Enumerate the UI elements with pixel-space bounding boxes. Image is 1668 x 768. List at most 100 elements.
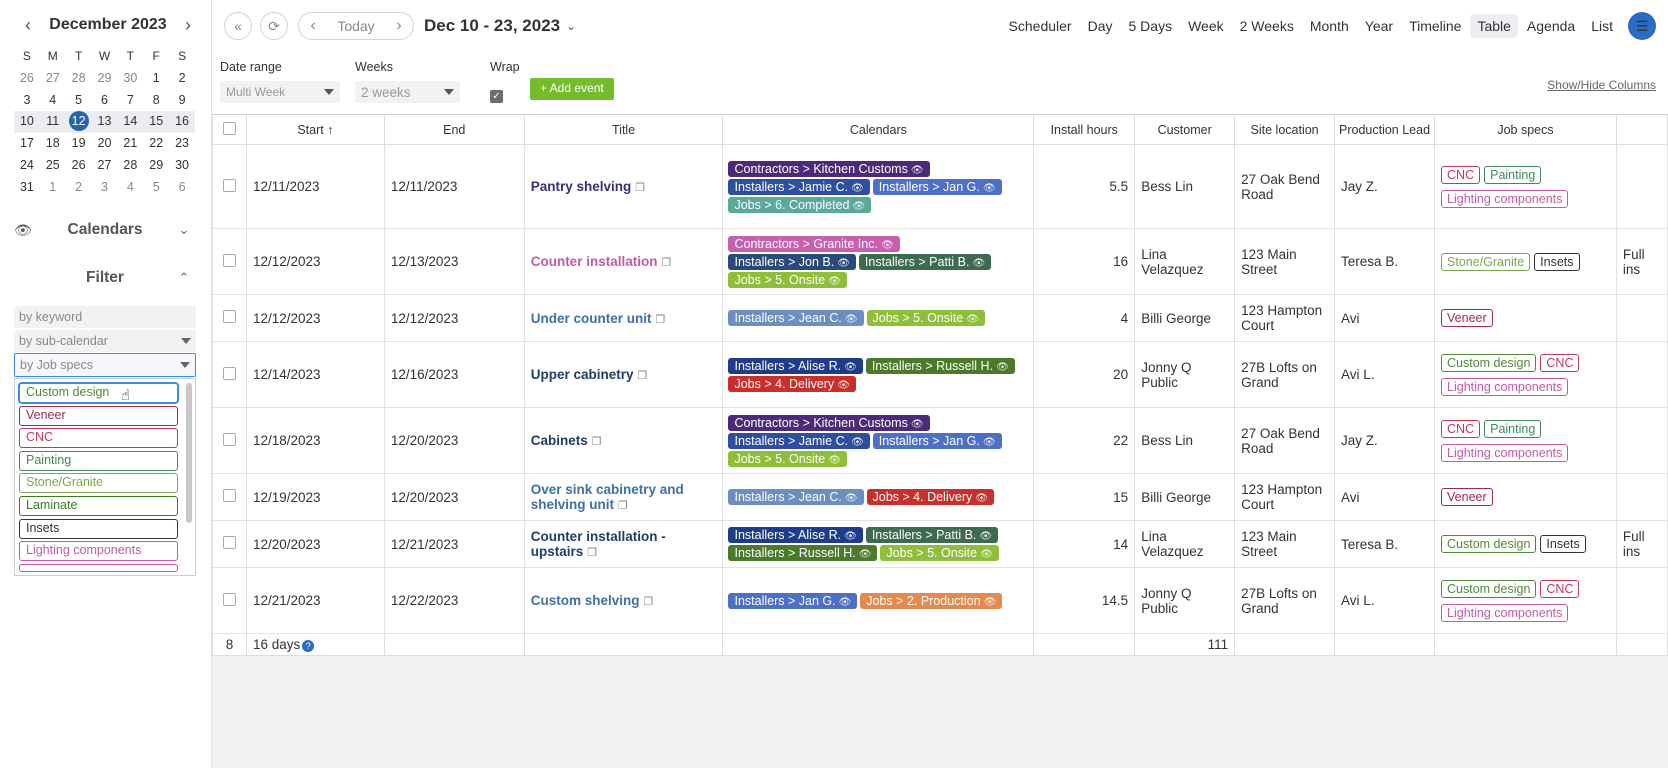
event-title-link[interactable]: Custom shelving	[530, 593, 640, 608]
row-checkbox[interactable]	[222, 592, 236, 606]
jobspec-option[interactable]: Insets	[19, 518, 178, 539]
mini-calendar-day[interactable]: 3	[101, 179, 108, 194]
subcalendar-filter-select[interactable]: by sub-calendar	[14, 330, 196, 352]
mini-calendar-day[interactable]: 16	[169, 111, 195, 134]
calendar-chip[interactable]: Jobs > 6. Completed 👁	[728, 196, 872, 213]
calendar-chip[interactable]: Jobs > 5. Onsite 👁	[728, 271, 847, 288]
select-all-checkbox[interactable]	[222, 121, 236, 135]
table-row[interactable]: 12/19/2023 12/20/2023 Over sink cabinetry …	[212, 473, 1668, 521]
copy-icon[interactable]: ❐	[661, 257, 672, 269]
mini-calendar-day[interactable]: 15	[143, 111, 170, 134]
mini-calendar-day[interactable]: 27	[97, 157, 112, 172]
next-range-button[interactable]: ›	[396, 17, 402, 34]
today-button[interactable]: Today	[337, 18, 375, 34]
menu-button[interactable]: ☰	[1628, 12, 1656, 40]
mini-calendar-day[interactable]: 30	[175, 157, 190, 172]
view-5-days[interactable]: 5 Days	[1128, 18, 1173, 34]
column-header[interactable]: Install hours	[1033, 114, 1136, 145]
mini-calendar-day[interactable]: 25	[45, 157, 60, 172]
mini-calendar-day[interactable]: 24	[19, 157, 34, 172]
view-table[interactable]: Table	[1470, 14, 1518, 38]
calendar-chip[interactable]: Installers > Patti B. 👁	[858, 253, 992, 270]
chevron-down-icon[interactable]: ⌄	[178, 222, 190, 237]
mini-calendar-day[interactable]: 28	[123, 157, 138, 172]
mini-calendar-day[interactable]: 28	[71, 70, 86, 85]
row-checkbox[interactable]	[222, 432, 236, 446]
prev-month-icon[interactable]: ‹	[25, 14, 31, 35]
keyword-filter-input[interactable]: by keyword	[14, 306, 196, 328]
calendar-chip[interactable]: Installers > Jean C. 👁	[728, 310, 864, 326]
calendar-chip[interactable]: Installers > Jean C. 👁	[728, 489, 864, 505]
view-year[interactable]: Year	[1364, 18, 1394, 34]
mini-calendar-day[interactable]: 5	[152, 179, 160, 194]
view-scheduler[interactable]: Scheduler	[1008, 18, 1072, 34]
mini-calendar-day[interactable]: 29	[97, 70, 112, 85]
row-checkbox[interactable]	[222, 178, 236, 192]
event-title-link[interactable]: Over sink cabinetry and shelving unit	[530, 482, 684, 512]
mini-calendar-day[interactable]: 4	[126, 179, 134, 194]
mini-calendar-day[interactable]: 26	[19, 70, 34, 85]
calendar-chip[interactable]: Installers > Alise R. 👁	[728, 527, 863, 543]
row-checkbox[interactable]	[222, 253, 236, 267]
jobspec-option[interactable]: Stone/Granite	[19, 473, 178, 494]
mini-calendar-day[interactable]: 14	[117, 111, 144, 134]
mini-calendar-day[interactable]: 22	[149, 136, 164, 151]
mini-calendar-day[interactable]: 1	[152, 70, 160, 85]
view-day[interactable]: Day	[1087, 18, 1113, 34]
row-checkbox[interactable]	[222, 366, 236, 380]
row-checkbox[interactable]	[222, 310, 236, 323]
mini-calendar-day[interactable]: 6	[178, 179, 186, 194]
collapse-sidebar-button[interactable]: «	[224, 12, 252, 40]
eye-icon[interactable]: 👁	[14, 221, 32, 238]
mini-calendar-day[interactable]: 23	[175, 136, 190, 151]
copy-icon[interactable]: ❐	[643, 596, 654, 608]
mini-calendar-day[interactable]: 21	[123, 136, 138, 151]
mini-calendar-day[interactable]: 13	[91, 111, 118, 134]
mini-calendar-day[interactable]: 7	[126, 92, 134, 107]
jobspec-option-partial[interactable]	[19, 563, 178, 572]
mini-calendar-day[interactable]: 29	[149, 157, 164, 172]
table-row[interactable]: 12/18/2023 12/20/2023 Cabinets ❐ Contractors…	[212, 407, 1668, 474]
column-header[interactable]: Start ↑	[245, 114, 385, 145]
calendar-chip[interactable]: Installers > Russell H. 👁	[865, 357, 1015, 374]
calendar-chip[interactable]: Jobs > 4. Delivery 👁	[728, 375, 856, 392]
calendar-chip[interactable]: Installers > Jon B. 👁	[728, 253, 856, 270]
column-header[interactable]: Site location	[1234, 114, 1336, 145]
calendar-chip[interactable]: Jobs > 5. Onsite 👁	[728, 450, 847, 467]
calendar-chip[interactable]: Installers > Patti B. 👁	[865, 527, 999, 543]
column-header[interactable]: Title	[523, 114, 724, 145]
row-checkbox[interactable]	[222, 489, 236, 502]
copy-icon[interactable]: ❐	[635, 182, 646, 194]
row-checkbox[interactable]	[222, 536, 236, 549]
view-month[interactable]: Month	[1309, 18, 1349, 34]
calendar-chip[interactable]: Installers > Jan G. 👁	[872, 432, 1002, 449]
mini-calendar-day[interactable]: 10	[14, 111, 40, 134]
calendar-chip[interactable]: Installers > Jan G. 👁	[728, 592, 858, 609]
mini-calendar-day[interactable]: 30	[123, 70, 138, 85]
copy-icon[interactable]: ❐	[617, 500, 628, 512]
calendar-chip[interactable]: Jobs > 4. Delivery 👁	[866, 489, 994, 505]
mini-calendar-day[interactable]: 2	[178, 70, 186, 85]
event-title-link[interactable]: Upper cabinetry	[530, 367, 634, 382]
column-header[interactable]: Calendars	[722, 114, 1035, 145]
calendar-chip[interactable]: Jobs > 2. Production 👁	[860, 592, 1003, 609]
copy-icon[interactable]: ❐	[637, 370, 648, 382]
calendar-chip[interactable]: Installers > Jan G. 👁	[872, 178, 1002, 195]
mini-calendar-day[interactable]: 19	[71, 136, 86, 151]
calendar-chip[interactable]: Jobs > 5. Onsite 👁	[880, 545, 999, 561]
filter-section-header[interactable]: Filter ⌃	[14, 264, 194, 292]
calendar-chip[interactable]: Contractors > Kitchen Customs 👁	[728, 160, 930, 177]
prev-range-button[interactable]: ‹	[310, 17, 316, 34]
mini-calendar-day[interactable]: 20	[97, 136, 112, 151]
column-header[interactable]: Job specs	[1434, 114, 1617, 145]
event-title-link[interactable]: Counter installation	[530, 254, 658, 269]
jobspecs-filter-select[interactable]: by Job specs	[14, 353, 196, 377]
mini-calendar-day[interactable]: 5	[75, 92, 83, 107]
calendars-section-header[interactable]: 👁 Calendars ⌄	[14, 216, 194, 244]
table-row[interactable]: 12/20/2023 12/21/2023 Counter installation…	[212, 520, 1668, 568]
weeks-select[interactable]: 2 weeks	[355, 81, 460, 103]
mini-calendar-day[interactable]: 2	[75, 179, 83, 194]
copy-icon[interactable]: ❐	[655, 313, 666, 326]
calendar-chip[interactable]: Contractors > Kitchen Customs 👁	[728, 414, 930, 431]
jobspec-option[interactable]: Painting	[19, 450, 178, 471]
